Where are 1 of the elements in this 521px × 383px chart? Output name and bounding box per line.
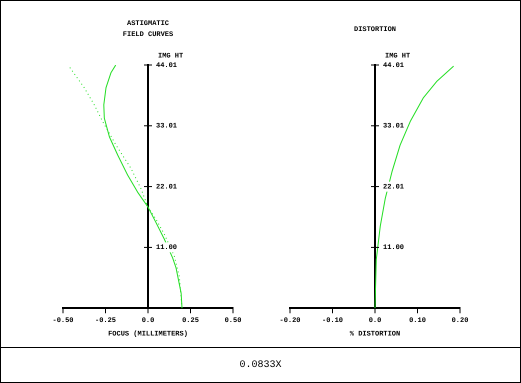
text: 0.0833X	[1, 347, 520, 383]
